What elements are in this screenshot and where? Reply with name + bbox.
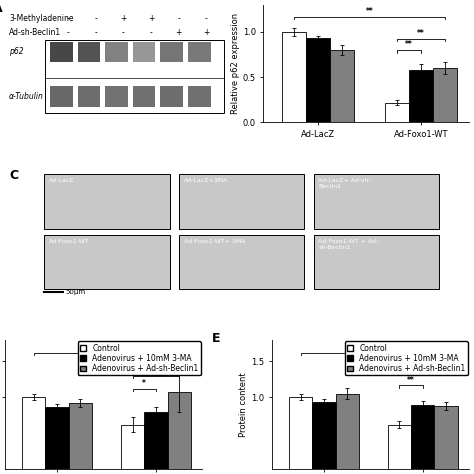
Text: **: ** (419, 363, 427, 372)
Bar (161, 42, 183, 63)
Text: E: E (212, 332, 221, 345)
Text: -: - (67, 14, 70, 23)
Text: Ad-LacZ+ Ad-sh-
Beclin1: Ad-LacZ+ Ad-sh- Beclin1 (319, 178, 371, 189)
Text: A: A (0, 2, 3, 15)
Text: Ad-Foxo1-WT: Ad-Foxo1-WT (49, 239, 90, 244)
Bar (433, 68, 457, 122)
Bar (330, 50, 354, 122)
Text: p62: p62 (9, 47, 24, 56)
Bar (22, 397, 46, 469)
Bar (188, 86, 211, 107)
Text: Ad-LacZ+3MA: Ad-LacZ+3MA (183, 178, 228, 183)
Bar (50, 86, 73, 107)
Bar (312, 402, 336, 469)
Bar (167, 392, 191, 469)
Bar (434, 406, 457, 469)
Y-axis label: Protein content: Protein content (239, 372, 248, 437)
FancyBboxPatch shape (179, 235, 304, 289)
Bar (46, 407, 69, 469)
Text: +: + (175, 28, 182, 37)
Bar (105, 86, 128, 107)
Y-axis label: Relative p62 expression: Relative p62 expression (231, 13, 240, 114)
Bar (144, 412, 167, 469)
Bar (105, 42, 128, 63)
Bar (133, 86, 155, 107)
Text: +: + (148, 14, 154, 23)
FancyBboxPatch shape (179, 174, 304, 228)
Text: Ad-sh-Beclin1: Ad-sh-Beclin1 (9, 28, 62, 37)
Bar (306, 38, 330, 122)
Text: α-Tubulin: α-Tubulin (9, 92, 44, 101)
Text: **: ** (407, 376, 415, 385)
Text: +: + (203, 28, 210, 37)
Bar (336, 394, 359, 469)
Text: Ad-Foxo1-WT + Ad-
sh-Beclin1: Ad-Foxo1-WT + Ad- sh-Beclin1 (319, 239, 379, 250)
Bar (69, 403, 92, 469)
FancyBboxPatch shape (44, 235, 170, 289)
Text: **: ** (152, 366, 160, 375)
Text: 3-Methyladenine: 3-Methyladenine (9, 14, 74, 23)
Text: -: - (205, 14, 208, 23)
Text: **: ** (369, 343, 377, 352)
Text: -: - (122, 28, 125, 37)
Text: -: - (150, 28, 152, 37)
Text: +: + (120, 14, 127, 23)
FancyBboxPatch shape (314, 235, 439, 289)
Text: 50μm: 50μm (65, 289, 85, 295)
Text: Ad-Foxo1-WT+ 3MA: Ad-Foxo1-WT+ 3MA (183, 239, 245, 244)
Bar (384, 102, 409, 122)
Bar (78, 86, 100, 107)
Text: -: - (177, 14, 180, 23)
Text: **: ** (102, 343, 110, 352)
Bar (411, 404, 434, 469)
Text: **: ** (365, 7, 374, 16)
Text: **: ** (405, 40, 412, 49)
Text: *: * (142, 379, 146, 388)
Text: C: C (9, 169, 18, 182)
Legend: Control, Adenovirus + 10mM 3-MA, Adenovirus + Ad-sh-Beclin1: Control, Adenovirus + 10mM 3-MA, Adenovi… (345, 341, 468, 375)
Text: **: ** (417, 29, 425, 38)
Bar (289, 397, 312, 469)
Bar (388, 425, 411, 469)
Bar (282, 32, 306, 122)
Bar (409, 70, 433, 122)
Text: -: - (94, 14, 97, 23)
Text: -: - (67, 28, 70, 37)
Bar (78, 42, 100, 63)
Text: Ad-LacZ: Ad-LacZ (49, 178, 74, 183)
Bar (188, 42, 211, 63)
Legend: Control, Adenovirus + 10mM 3-MA, Adenovirus + Ad-sh-Beclin1: Control, Adenovirus + 10mM 3-MA, Adenovi… (78, 341, 201, 375)
Bar (133, 42, 155, 63)
FancyBboxPatch shape (44, 174, 170, 228)
Bar (50, 42, 73, 63)
Bar (161, 86, 183, 107)
FancyBboxPatch shape (46, 40, 224, 113)
Bar (121, 425, 144, 469)
Text: -: - (94, 28, 97, 37)
FancyBboxPatch shape (314, 174, 439, 228)
